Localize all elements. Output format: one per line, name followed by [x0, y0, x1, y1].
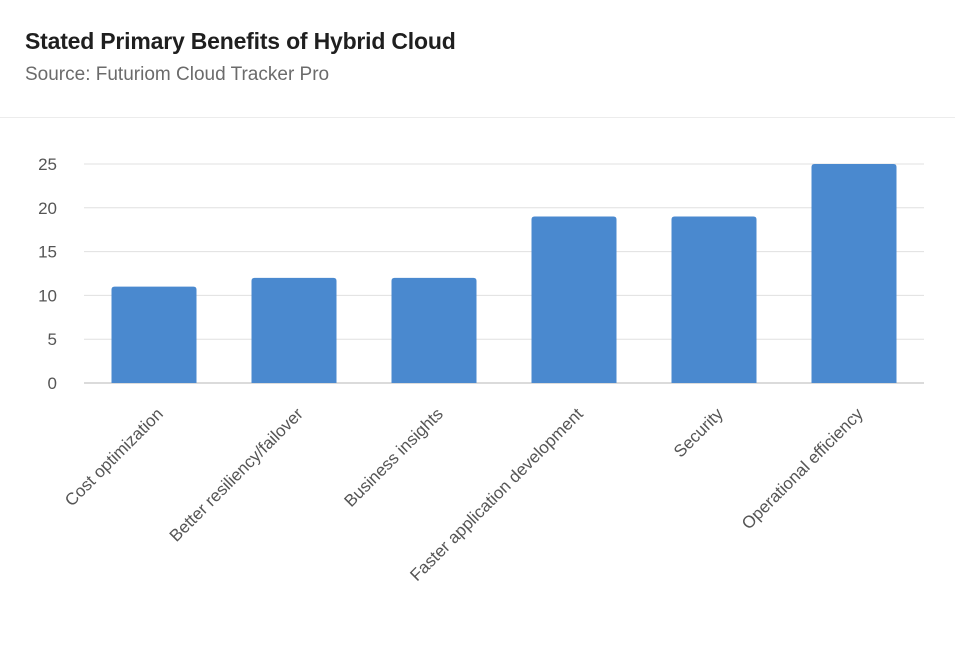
chart-header: Stated Primary Benefits of Hybrid Cloud …	[0, 0, 955, 118]
chart-subtitle: Source: Futuriom Cloud Tracker Pro	[25, 64, 330, 85]
y-tick-label: 10	[38, 286, 57, 305]
y-tick-label: 0	[48, 374, 57, 393]
bar	[251, 277, 337, 383]
grid-lines	[84, 163, 924, 384]
y-tick-label: 15	[38, 243, 57, 262]
bar	[391, 277, 477, 383]
y-tick-label: 5	[48, 330, 57, 349]
x-category-label: Security	[670, 404, 727, 461]
y-axis-ticks: 0 5 10 15 20 25	[38, 155, 57, 393]
x-category-label: Cost optimization	[61, 404, 167, 510]
x-category-label: Better resiliency/failover	[166, 404, 307, 545]
bar	[531, 216, 617, 383]
x-category-label: Operational efficiency	[738, 404, 867, 533]
x-category-label: Business insights	[341, 404, 447, 510]
bar	[671, 216, 757, 383]
bar	[111, 286, 197, 383]
x-category-label: Faster application development	[406, 404, 587, 585]
bars	[111, 164, 897, 383]
bar	[811, 164, 897, 383]
y-tick-label: 20	[38, 199, 57, 218]
chart-title: Stated Primary Benefits of Hybrid Cloud	[25, 28, 456, 54]
y-tick-label: 25	[38, 155, 57, 174]
